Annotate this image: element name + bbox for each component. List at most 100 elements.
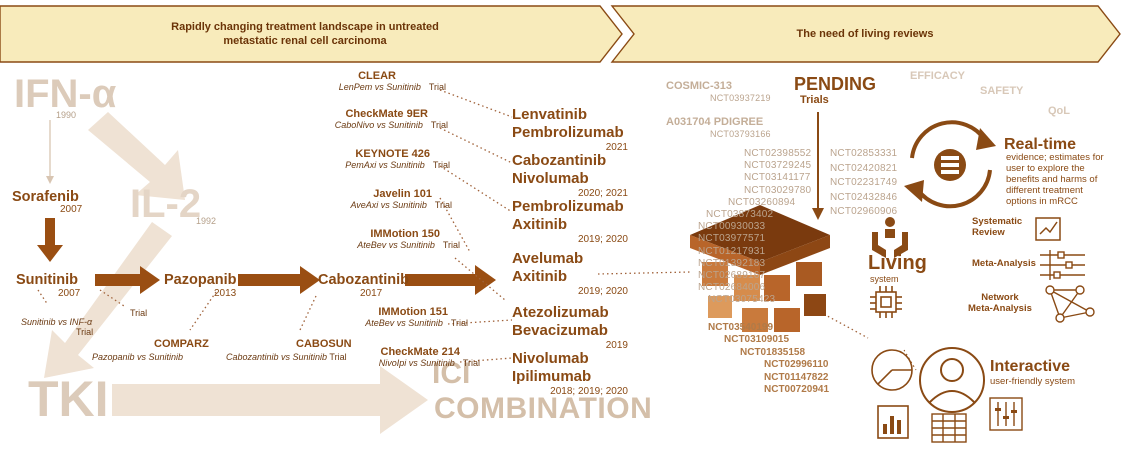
trial-comparison-text: AveAxi vs Sunitinib: [350, 200, 427, 210]
left-banner-shape: [0, 5, 623, 63]
sr-line-2: Review: [972, 227, 1005, 238]
trial-tag: Trial: [432, 160, 450, 170]
trial-name: Javelin 101: [373, 188, 432, 200]
nma-line-1: Network: [981, 292, 1019, 303]
pazopanib-year: 2013: [214, 288, 237, 299]
left-banner-title: Rapidly changing treatment landscape in …: [0, 20, 610, 48]
trial-tag: Trial: [428, 82, 446, 92]
realtime-line-1: evidence; estimates for: [1006, 152, 1104, 163]
trial-item: CheckMate 9ER CaboNivo vs Sunitinib Trial: [324, 108, 448, 130]
user-circle-icon: [919, 347, 985, 413]
nct-id: NCT01392183: [698, 257, 766, 269]
systematic-review-label: Systematic Review: [972, 216, 1022, 238]
cabosun-sub-text: Cabozantinib vs Sunitinib: [226, 352, 328, 362]
trial-comparison-text: AteBev vs Sunitinib: [365, 318, 443, 328]
right-banner-title: The need of living reviews: [796, 28, 934, 40]
combination-drug-1: Atezolizumab: [512, 304, 609, 321]
combination-drug-2: Axitinib: [512, 268, 567, 285]
a031704-label: A031704 PDIGREE: [666, 116, 764, 128]
bar-chart-icon: [877, 405, 909, 439]
cycle-icon: [910, 120, 992, 209]
trial-item: IMMotion 151 AteBev vs Sunitinib Trial: [344, 306, 468, 328]
chip-icon: [870, 286, 902, 318]
trial-comparison: NivoIpi vs Sunitinib Trial: [356, 358, 480, 368]
trial-name: IMMotion 150: [370, 228, 440, 240]
nct-id-highlight: NCT02996110: [764, 359, 829, 371]
cabosun-sub: Cabozantinib vs Sunitinib Trial: [226, 352, 347, 362]
combination-item: Lenvatinib Pembrolizumab 2021: [512, 106, 628, 153]
trial-tag: Trial: [462, 358, 480, 368]
cosmic-nct: NCT03937219: [710, 93, 771, 103]
trial-comparison: AteBev vs Sunitinib Trial: [344, 318, 468, 328]
combination-drug-2: Axitinib: [512, 216, 567, 233]
combination-year: 2019: [605, 340, 628, 351]
pending-sub: Trials: [800, 94, 829, 106]
network-icon: [1045, 285, 1095, 323]
solid-arrows: [37, 218, 496, 295]
trial-tag: Trial: [442, 240, 460, 250]
sunitinib-label: Sunitinib: [16, 272, 79, 288]
trial-comparison-text: CaboNivo vs Sunitinib: [334, 120, 423, 130]
cabozantinib-year: 2017: [360, 288, 383, 299]
faded-arrows: [44, 112, 428, 434]
tki-label: TKI: [28, 371, 109, 427]
safety-label: SAFETY: [980, 85, 1024, 97]
pazopanib-trial-tag: Trial: [130, 308, 148, 318]
trial-item: KEYNOTE 426 PemAxi vs Sunitinib Trial: [326, 148, 450, 170]
realtime-line-5: options in mRCC: [1006, 196, 1078, 207]
a031704-nct: NCT03793166: [710, 129, 771, 139]
left-banner-line1: Rapidly changing treatment landscape in …: [171, 21, 439, 33]
trial-comparison-text: NivoIpi vs Sunitinib: [378, 358, 455, 368]
trial-comparison: CaboNivo vs Sunitinib Trial: [324, 120, 448, 130]
cabosun-trial-tag: Trial: [329, 352, 347, 362]
comparz-sub-text: Pazopanib vs Sunitinib: [92, 352, 184, 362]
sunitinib-trial-line2: Trial: [76, 327, 94, 337]
nct-id: NCT02398552: [744, 148, 812, 159]
dotted-connectors: [37, 89, 869, 363]
trial-name: CLEAR: [358, 70, 396, 82]
nct-id: NCT02420821: [830, 162, 898, 174]
nct-id-highlight: NCT03540199: [708, 322, 774, 333]
nct-id-highlight: NCT03109015: [724, 334, 790, 346]
il2-year: 1992: [196, 216, 217, 226]
left-banner-line2: metastatic renal cell carcinoma: [223, 35, 387, 47]
combination-item: Cabozantinib Nivolumab 2020; 2021: [512, 152, 628, 199]
trial-item: CLEAR LenPem vs Sunitinib Trial: [322, 70, 446, 92]
combination-year: 2018; 2019; 2020: [550, 386, 628, 397]
nct-id-highlight: NCT01835158: [740, 346, 806, 358]
trial-name: CheckMate 9ER: [345, 108, 428, 120]
ifn-year: 1990: [56, 110, 77, 120]
nct-id: NCT02231749: [830, 177, 898, 188]
combination-drug-1: Avelumab: [512, 250, 584, 267]
pie-icon: [871, 349, 913, 391]
nct-id: NCT03260894: [728, 196, 796, 208]
pending-title: PENDING: [794, 74, 877, 94]
cabozantinib-label: Cabozantinib: [318, 272, 410, 288]
trial-name: KEYNOTE 426: [355, 148, 430, 160]
trial-name: IMMotion 151: [378, 306, 448, 318]
nct-id: NCT02853331: [830, 148, 898, 159]
interactive-title: Interactive: [990, 358, 1071, 375]
sunitinib-trial-line1: Sunitinib vs INF-α: [21, 317, 93, 327]
trial-tag: Trial: [430, 120, 448, 130]
bar-chart-small-icon: [1035, 217, 1061, 241]
nct-id-highlight: NCT00720941: [764, 384, 830, 395]
ici-label: ICI: [432, 357, 471, 390]
nct-id: NCT03141177: [744, 172, 811, 184]
nma-line-2: Meta-Analysis: [968, 303, 1032, 314]
sunitinib-year: 2007: [58, 288, 81, 299]
comparz-label: COMPARZ: [154, 338, 209, 350]
nct-id-highlight: NCT01147822: [764, 371, 829, 383]
living-sub: system: [870, 274, 899, 284]
trial-item: CheckMate 214 NivoIpi vs Sunitinib Trial: [356, 346, 480, 368]
trial-tag: Trial: [450, 318, 468, 328]
nct-id: NCT01217931: [698, 245, 766, 257]
table-icon: [931, 413, 967, 443]
combination-drug-1: Nivolumab: [512, 350, 589, 367]
trial-name: CheckMate 214: [380, 346, 461, 358]
cosmic-label: COSMIC-313: [666, 80, 733, 92]
sliders-icon: [989, 397, 1023, 431]
living-title: Living: [868, 252, 927, 274]
realtime-line-4: different treatment: [1006, 185, 1083, 196]
trial-comparison-text: PemAxi vs Sunitinib: [345, 160, 425, 170]
